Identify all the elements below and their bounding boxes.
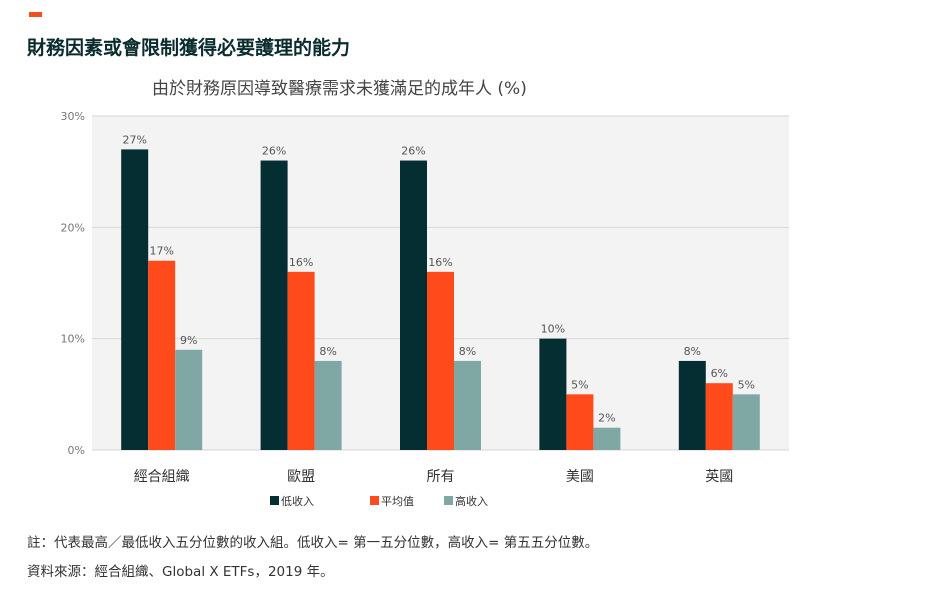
data-label: 8%	[319, 345, 336, 358]
legend-label: 高收入	[455, 494, 488, 508]
bar	[539, 338, 567, 450]
bar	[314, 360, 342, 450]
data-label: 16%	[428, 256, 452, 269]
y-tick-label: 30%	[61, 110, 85, 123]
data-label: 26%	[401, 145, 425, 158]
y-tick-label: 20%	[61, 221, 85, 234]
bar	[593, 427, 621, 450]
x-tick-label: 歐盟	[287, 469, 315, 485]
bar	[175, 349, 203, 450]
data-label: 9%	[180, 334, 197, 347]
legend-swatch	[370, 496, 379, 505]
bar	[427, 271, 454, 450]
x-tick-label: 所有	[427, 469, 455, 485]
page-title: 財務因素或會限制獲得必要護理的能力	[27, 37, 351, 59]
bar	[705, 383, 733, 450]
accent-dash	[29, 12, 42, 17]
footnote: 註：代表最高／最低收入五分位數的收入組。低收入= 第一五分位數，高收入= 第五五…	[27, 535, 599, 551]
y-tick-label: 0%	[68, 444, 85, 457]
data-label: 5%	[738, 378, 755, 391]
x-tick-label: 美國	[566, 469, 594, 485]
data-label: 8%	[459, 345, 476, 358]
bar	[287, 271, 315, 450]
data-label: 5%	[571, 378, 588, 391]
x-tick-label: 英國	[705, 468, 733, 485]
legend-label: 平均值	[381, 495, 414, 508]
bar	[454, 360, 481, 450]
data-label: 17%	[149, 245, 173, 258]
bar	[678, 360, 706, 450]
data-label: 6%	[711, 367, 728, 380]
bar	[400, 160, 427, 451]
bar-chart: 0% 10% 20% 30% 27% 17% 9% 經合組織 26% 16% 8% 歐盟 26% 16% 8…	[61, 110, 789, 508]
data-label: 8%	[684, 345, 701, 358]
data-label: 27%	[122, 133, 146, 146]
legend-swatch	[270, 496, 279, 505]
bar	[260, 160, 288, 451]
chart-title: 由於財務原因導致醫療需求未獲滿足的成年人 (%)	[152, 79, 527, 99]
source-note: 資料來源：經合組織、Global X ETFs，2019 年。	[27, 564, 334, 580]
bar	[732, 394, 760, 450]
x-tick-label: 經合組織	[134, 469, 190, 485]
bar	[121, 149, 149, 450]
data-label: 26%	[262, 145, 286, 158]
data-label: 10%	[541, 323, 565, 336]
legend-swatch	[444, 496, 453, 505]
bar	[148, 260, 176, 450]
data-label: 2%	[598, 412, 615, 425]
y-tick-label: 10%	[61, 333, 85, 346]
data-label: 16%	[289, 256, 313, 269]
legend-label: 低收入	[281, 494, 314, 508]
bar	[566, 394, 594, 450]
